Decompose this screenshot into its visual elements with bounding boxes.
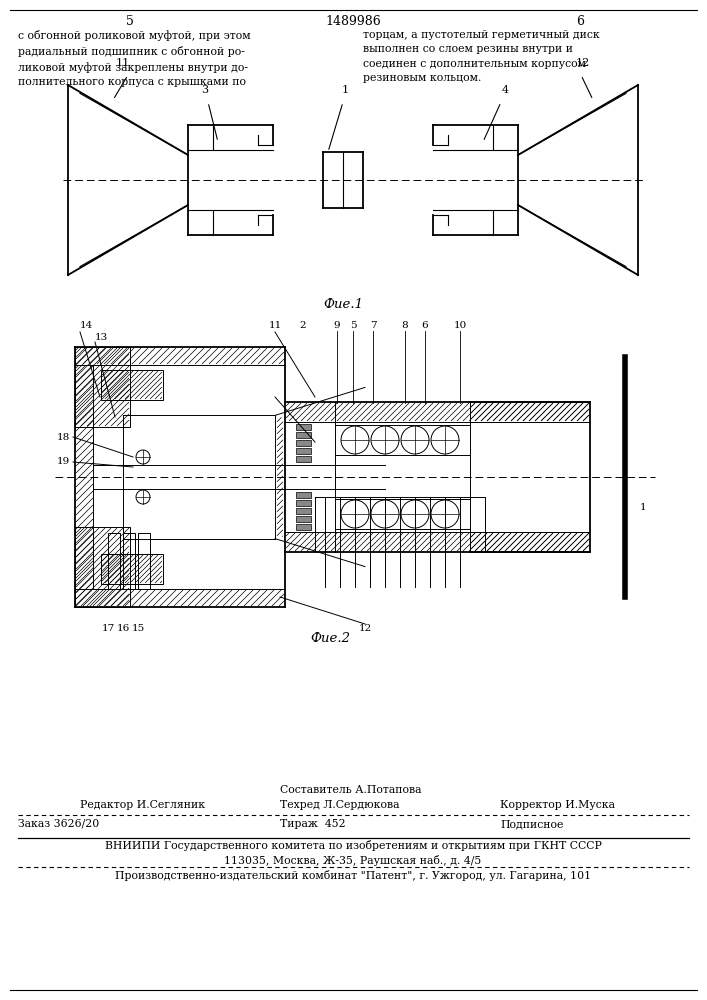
Bar [296,448,311,454]
Bar [296,524,311,530]
Text: ВНИИПИ Государственного комитета по изобретениям и открытиям при ГКНТ СССР: ВНИИПИ Государственного комитета по изоб… [105,840,602,851]
Bar [296,440,311,446]
Text: 113035, Москва, Ж-35, Раушская наб., д. 4/5: 113035, Москва, Ж-35, Раушская наб., д. … [224,855,481,866]
Text: 16: 16 [117,624,129,633]
Text: 11: 11 [116,58,130,68]
Bar [296,508,311,514]
Bar [138,533,150,589]
Text: 3: 3 [201,85,209,95]
Text: 5: 5 [126,15,134,28]
Bar [108,533,120,589]
Bar [101,370,163,400]
Text: 1: 1 [341,85,349,95]
Text: 11: 11 [269,321,281,330]
Bar [123,533,135,589]
Text: Фие.1: Фие.1 [323,298,363,311]
Bar [296,500,311,506]
Text: 14: 14 [80,321,93,330]
Text: 13: 13 [95,333,108,342]
Bar [296,516,311,522]
Bar [101,554,163,584]
Text: Фие.2: Фие.2 [310,632,350,645]
Bar [296,492,311,498]
Bar [75,347,130,427]
Text: Заказ 3626/20: Заказ 3626/20 [18,819,99,829]
Text: Техред Л.Сердюкова: Техред Л.Сердюкова [280,800,399,810]
Bar [75,527,130,607]
Text: 15: 15 [132,624,145,633]
Text: 5: 5 [350,321,356,330]
Bar [296,432,311,438]
Text: Производственно-издательский комбинат "Патент", г. Ужгород, ул. Гагарина, 101: Производственно-издательский комбинат "П… [115,870,591,881]
Text: 10: 10 [453,321,467,330]
Text: 12: 12 [358,624,372,633]
Text: 6: 6 [576,15,584,28]
Bar [296,424,311,430]
Text: Корректор И.Муска: Корректор И.Муска [500,800,615,810]
Text: 4: 4 [501,85,508,95]
Text: 17: 17 [101,624,115,633]
Text: 18: 18 [57,432,70,442]
Text: 6: 6 [421,321,428,330]
Text: 1: 1 [640,502,647,512]
Text: 8: 8 [402,321,409,330]
Text: 7: 7 [370,321,376,330]
Text: 9: 9 [334,321,340,330]
Text: 19: 19 [57,458,70,466]
Text: Подписное: Подписное [500,819,563,829]
Bar [296,456,311,462]
Text: с обгонной роликовой муфтой, при этом
радиальный подшипник с обгонной ро-
ликово: с обгонной роликовой муфтой, при этом ра… [18,30,250,87]
Text: Составитель А.Потапова: Составитель А.Потапова [280,785,421,795]
Text: торцам, а пустотелый герметичный диск
выполнен со слоем резины внутри и
соединен: торцам, а пустотелый герметичный диск вы… [363,30,600,83]
Text: Тираж  452: Тираж 452 [280,819,346,829]
Text: 2: 2 [300,321,306,330]
Text: 1489986: 1489986 [325,15,381,28]
Text: 12: 12 [576,58,590,68]
Text: Редактор И.Сегляник: Редактор И.Сегляник [80,800,205,810]
